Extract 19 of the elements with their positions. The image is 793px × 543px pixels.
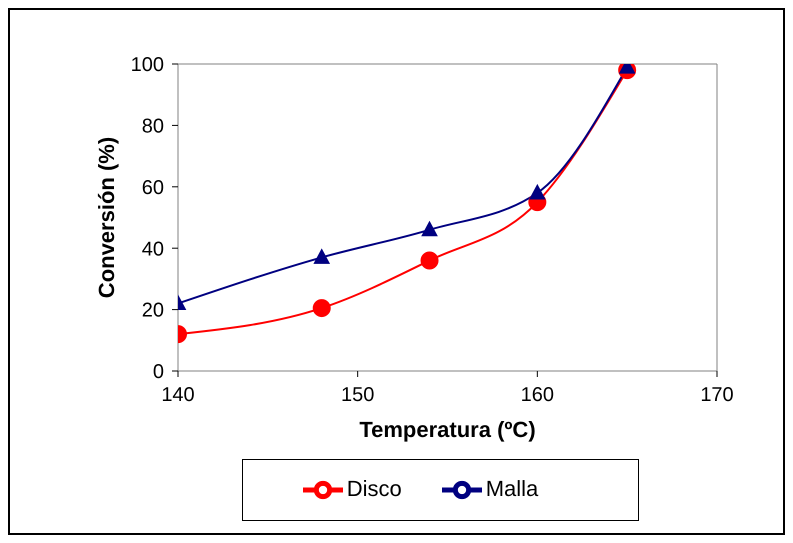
y-tick-label: 80 <box>142 116 164 138</box>
point <box>420 251 439 270</box>
point <box>422 221 438 236</box>
y-tick-label: 0 <box>152 361 164 384</box>
x-axis-title: Temperatura (ºC) <box>359 417 536 442</box>
y-tick-label: 40 <box>142 238 164 260</box>
legend-label: Disco <box>346 476 402 501</box>
y-tick-label: 60 <box>142 176 164 199</box>
point <box>529 184 546 200</box>
x-tick-label: 160 <box>520 384 554 406</box>
y-tick-label: 100 <box>130 54 164 76</box>
x-tick-label: 170 <box>700 384 734 406</box>
point <box>312 299 331 318</box>
x-tick-label: 140 <box>161 384 195 406</box>
x-tick-label: 150 <box>340 384 374 406</box>
point <box>314 248 330 264</box>
legend-label: Malla <box>486 476 538 501</box>
y-tick-label: 20 <box>142 300 164 322</box>
y-axis-title: Conversión (%) <box>94 136 119 298</box>
